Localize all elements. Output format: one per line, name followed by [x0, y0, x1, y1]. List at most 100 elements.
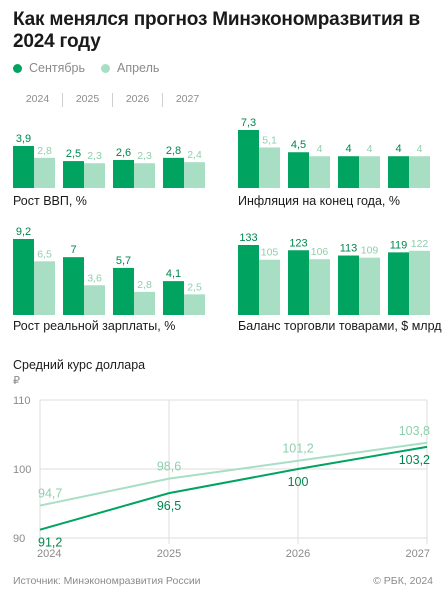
bar-label-september-2026: 113 — [340, 243, 358, 255]
point-label-september-2027: 103,2 — [399, 453, 430, 467]
bar-september-2027 — [388, 156, 409, 188]
bar-label-april-2024: 105 — [261, 247, 279, 259]
bar-september-2027 — [163, 157, 184, 188]
legend-swatch-april — [101, 63, 110, 73]
bar-april-2027 — [409, 156, 430, 188]
bar-label-april-2025: 2,3 — [87, 150, 102, 162]
bar-label-april-2024: 5,1 — [262, 134, 277, 146]
x-tick-label: 2026 — [286, 548, 310, 560]
bar-label-september-2024: 133 — [239, 232, 257, 244]
panel-title: Рост реальной зарплаты, % — [13, 319, 175, 333]
line-series-september — [39, 445, 428, 531]
y-tick-label: 90 — [13, 533, 25, 545]
bar-september-2024 — [238, 245, 259, 315]
bar-label-april-2024: 2,8 — [37, 145, 52, 157]
bar-april-2024 — [34, 157, 55, 188]
source-note: Источник: Минэкономразвития России — [13, 575, 201, 587]
line-series-april — [39, 441, 428, 507]
bar-label-september-2025: 2,5 — [66, 148, 81, 160]
bar-label-april-2026: 2,8 — [137, 279, 152, 291]
bar-label-september-2026: 5,7 — [116, 255, 131, 267]
bar-september-2025 — [288, 152, 309, 188]
x-tick-label: 2025 — [157, 548, 181, 560]
bar-label-april-2025: 106 — [311, 246, 329, 258]
bar-april-2025 — [309, 259, 330, 315]
panel-title: Баланс торговли товарами, $ млрд — [238, 319, 442, 333]
bar-april-2024 — [259, 147, 280, 188]
bar-september-2025 — [63, 257, 84, 315]
bar-september-2027 — [163, 281, 184, 315]
bar-label-april-2026: 2,3 — [137, 150, 152, 162]
bar-april-2026 — [359, 156, 380, 188]
legend-swatch-september — [13, 63, 22, 73]
bar-label-september-2024: 9,2 — [16, 226, 31, 238]
bar-label-september-2025: 7 — [70, 244, 76, 256]
legend: Сентябрь Апрель — [13, 60, 175, 76]
bar-label-september-2026: 4 — [345, 143, 351, 155]
bar-september-2024 — [238, 130, 259, 188]
bar-label-september-2027: 4 — [395, 143, 401, 155]
year-divider — [112, 93, 113, 107]
bar-september-2024 — [13, 239, 34, 315]
point-label-april-2026: 101,2 — [282, 442, 313, 456]
bar-label-april-2027: 2,5 — [187, 281, 202, 293]
point-label-april-2027: 103,8 — [399, 424, 430, 438]
bar-label-september-2027: 4,1 — [166, 268, 181, 280]
year-label-2024: 2024 — [25, 93, 50, 105]
bar-label-september-2024: 3,9 — [16, 133, 31, 145]
bar-label-april-2024: 6,5 — [37, 248, 52, 260]
point-label-april-2024: 94,7 — [38, 487, 62, 501]
bar-label-april-2025: 4 — [317, 143, 323, 155]
bar-april-2025 — [309, 156, 330, 188]
point-label-april-2025: 98,6 — [157, 460, 181, 474]
bar-september-2026 — [338, 156, 359, 188]
bar-april-2027 — [409, 250, 430, 315]
legend-label-september: Сентябрь — [29, 61, 85, 75]
bar-april-2027 — [184, 294, 205, 315]
line-chart-title: Средний курс доллара — [13, 358, 145, 372]
bar-label-april-2025: 3,6 — [87, 272, 102, 284]
panel-title: Инфляция на конец года, % — [238, 194, 400, 208]
year-header: 2024 2025 2026 2027 — [13, 93, 206, 107]
point-label-september-2024: 91,2 — [38, 536, 62, 550]
bar-september-2026 — [113, 160, 134, 188]
bar-label-september-2025: 123 — [289, 237, 307, 249]
bar-april-2024 — [34, 261, 55, 315]
year-divider — [162, 93, 163, 107]
bar-label-april-2026: 109 — [361, 245, 379, 257]
legend-item-september: Сентябрь — [13, 61, 85, 75]
bar-label-april-2027: 122 — [411, 238, 429, 250]
y-tick-label: 100 — [13, 464, 31, 476]
chart-title: Как менялся прогноз Минэкономразвития в … — [13, 9, 420, 52]
bar-september-2027 — [388, 252, 409, 315]
bar-september-2024 — [13, 146, 34, 188]
x-tick-label: 2027 — [406, 548, 430, 560]
x-tick-label: 2024 — [37, 548, 61, 560]
bar-label-april-2027: 2,4 — [187, 149, 202, 161]
bar-april-2026 — [134, 163, 155, 188]
bar-april-2026 — [359, 257, 380, 315]
bar-september-2025 — [63, 161, 84, 188]
bar-label-september-2025: 4,5 — [291, 139, 306, 151]
bar-april-2024 — [259, 259, 280, 315]
point-label-september-2026: 100 — [288, 475, 309, 489]
bar-september-2026 — [113, 267, 134, 315]
year-label-2025: 2025 — [75, 93, 100, 105]
bar-april-2025 — [84, 163, 105, 188]
bar-label-april-2026: 4 — [367, 143, 373, 155]
bar-september-2025 — [288, 250, 309, 315]
year-label-2027: 2027 — [175, 93, 200, 105]
bar-label-april-2027: 4 — [417, 143, 423, 155]
year-label-2026: 2026 — [125, 93, 150, 105]
copyright-note: © РБК, 2024 — [373, 575, 433, 587]
point-label-september-2025: 96,5 — [157, 499, 181, 513]
bar-label-september-2027: 119 — [390, 239, 408, 251]
legend-label-april: Апрель — [117, 61, 160, 75]
bar-april-2027 — [184, 162, 205, 188]
bar-september-2026 — [338, 255, 359, 315]
bar-label-september-2027: 2,8 — [166, 145, 181, 157]
y-axis-unit-label: ₽ — [13, 375, 20, 387]
legend-item-april: Апрель — [101, 61, 159, 75]
bar-label-september-2026: 2,6 — [116, 147, 131, 159]
